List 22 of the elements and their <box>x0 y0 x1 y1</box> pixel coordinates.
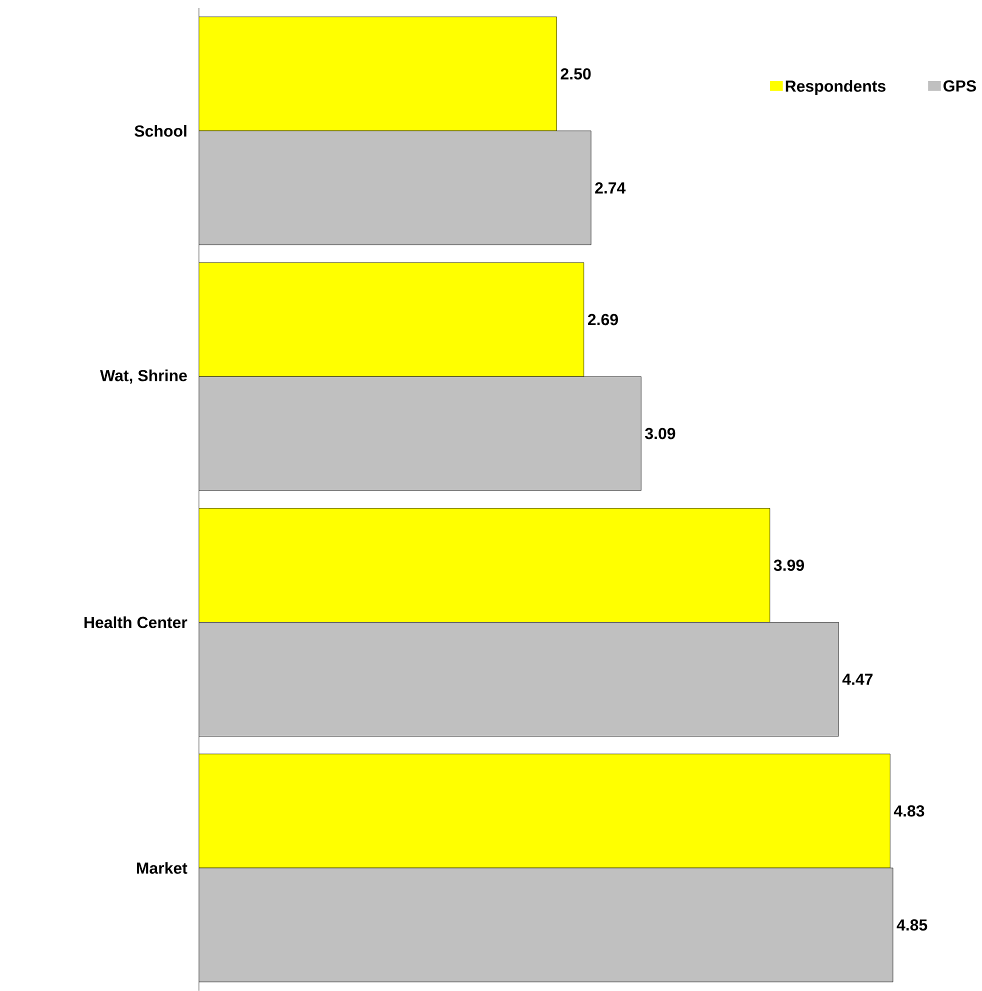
bar <box>199 622 839 736</box>
bar <box>199 868 894 982</box>
y-tick-label: Health Center <box>84 616 188 628</box>
legend-label: Respondents <box>786 80 886 96</box>
bar <box>199 376 642 491</box>
bar <box>199 130 592 246</box>
bar <box>199 16 557 132</box>
data-label: 2.69 <box>588 314 618 326</box>
data-label: 4.85 <box>896 919 928 931</box>
legend-label: GPS <box>944 80 976 92</box>
data-label: 4.83 <box>894 805 924 817</box>
data-label: 3.09 <box>645 428 676 440</box>
data-label: 2.50 <box>560 68 591 80</box>
bar <box>199 508 770 622</box>
y-tick-label: School <box>134 124 186 137</box>
y-tick-label: Wat, Shrine <box>100 370 187 384</box>
data-label: 3.99 <box>774 560 804 571</box>
bar <box>199 754 890 868</box>
y-tick-label: Market <box>137 862 188 874</box>
data-label: 2.74 <box>595 182 626 194</box>
bar <box>199 262 584 377</box>
data-label: 4.47 <box>842 674 873 685</box>
